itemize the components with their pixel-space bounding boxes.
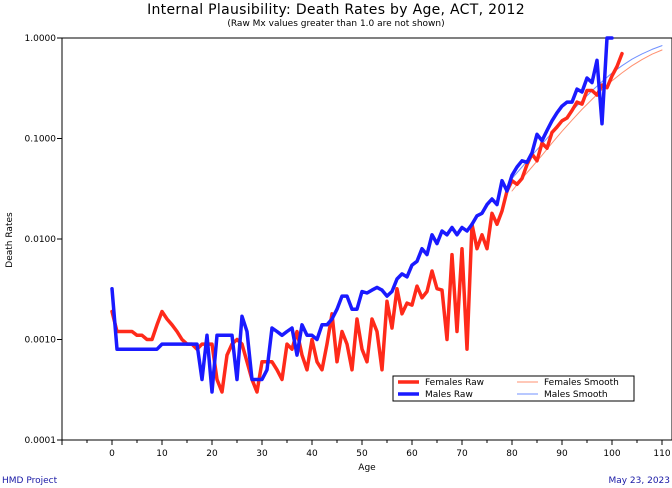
y-axis-label: Death Rates <box>5 212 15 268</box>
series-layer <box>110 36 663 394</box>
legend-label-males-raw: Males Raw <box>425 390 473 400</box>
chart-subtitle: (Raw Mx values greater than 1.0 are not … <box>227 19 445 29</box>
y-tick-label: 0.0001 <box>25 436 57 446</box>
legend-label-females-raw: Females Raw <box>425 378 484 388</box>
x-tick-label: 100 <box>603 449 620 459</box>
legend-box <box>392 375 635 402</box>
y-axis: 0.0001 0.0010 0.0100 0.1000 1.0000 <box>25 34 62 446</box>
series-line-males-raw <box>110 36 614 394</box>
x-tick-label: 70 <box>456 449 468 459</box>
legend: Females Raw Males Raw Females Smooth Mal… <box>392 375 635 402</box>
series-line-females-smooth <box>511 49 663 192</box>
y-tick-label: 0.1000 <box>25 135 57 145</box>
x-tick-label: 80 <box>506 449 518 459</box>
x-tick-label: 0 <box>109 449 115 459</box>
series-line-females-raw <box>110 51 624 394</box>
x-tick-label: 10 <box>156 449 168 459</box>
x-tick-label: 50 <box>356 449 368 459</box>
x-tick-label: 60 <box>406 449 418 459</box>
footer-source: HMD Project <box>2 476 58 486</box>
y-tick-label: 0.0010 <box>25 336 57 346</box>
legend-label-males-smooth: Males Smooth <box>544 390 608 400</box>
y-tick-label: 1.0000 <box>25 34 57 44</box>
series-line-males-smooth <box>511 45 663 179</box>
x-tick-label: 30 <box>256 449 268 459</box>
y-tick-label: 0.0100 <box>25 235 57 245</box>
x-tick-label: 110 <box>653 449 670 459</box>
footer-date: May 23, 2023 <box>608 476 670 486</box>
x-axis: 0 10 20 30 40 50 60 70 80 90 100 110 <box>61 440 671 459</box>
legend-label-females-smooth: Females Smooth <box>544 378 619 388</box>
x-tick-label: 40 <box>306 449 318 459</box>
chart-title: Internal Plausibility: Death Rates by Ag… <box>147 2 525 18</box>
x-tick-label: 20 <box>206 449 218 459</box>
x-axis-label: Age <box>358 463 376 473</box>
x-tick-label: 90 <box>556 449 568 459</box>
